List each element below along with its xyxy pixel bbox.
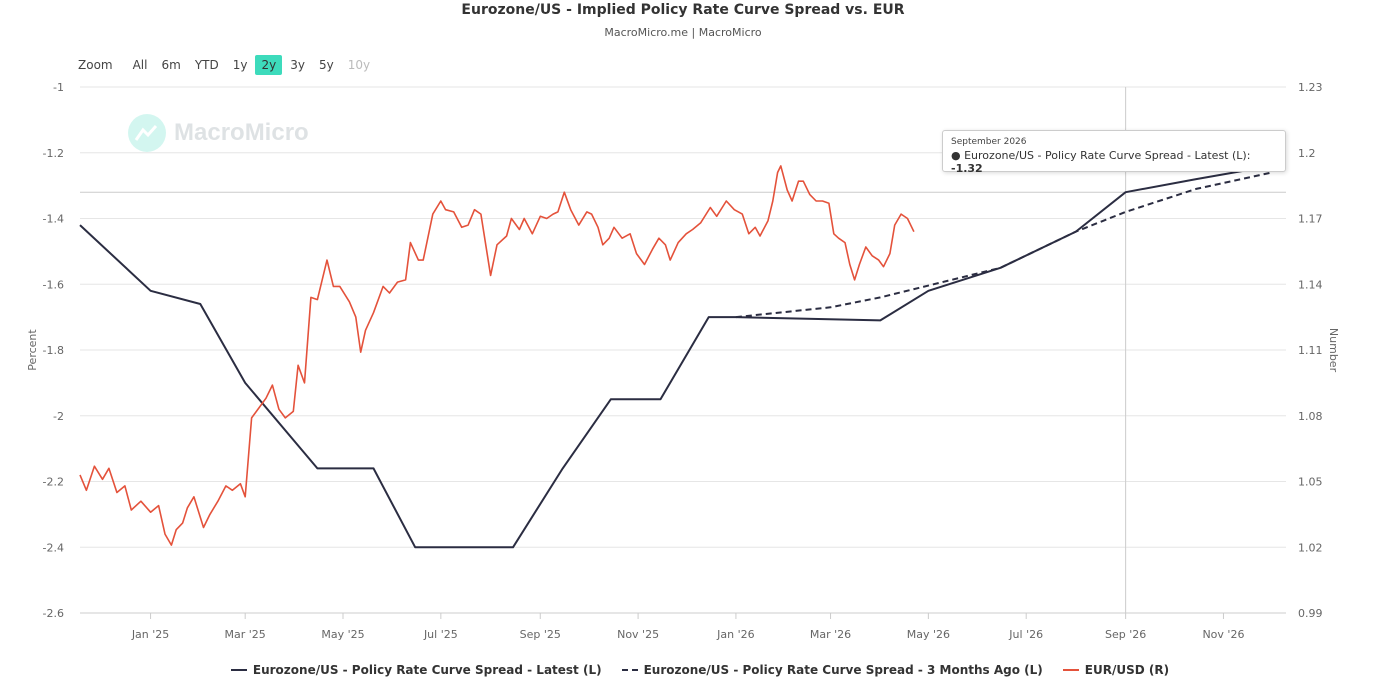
zoom-button-3y[interactable]: 3y — [290, 58, 305, 72]
zoom-label: Zoom — [78, 58, 113, 72]
zoom-button-2y[interactable]: 2y — [255, 55, 283, 75]
watermark-text: MacroMicro — [174, 119, 309, 146]
left-axis-title: Percent — [26, 329, 39, 371]
legend-label: Eurozone/US - Policy Rate Curve Spread -… — [643, 663, 1043, 677]
x-axis-ticks: Jan '25 Mar '25 May '25 Jul '25 Sep '25 Nov '… — [131, 613, 1244, 641]
left-tick-label: -1.6 — [43, 278, 64, 291]
legend-label: Eurozone/US - Policy Rate Curve Spread -… — [252, 663, 602, 677]
left-tick-label: -2.4 — [43, 541, 64, 554]
series-layer — [79, 164, 1272, 549]
tooltip-date: September 2026 — [951, 137, 1027, 147]
zoom-button-1y[interactable]: 1y — [232, 58, 248, 72]
left-tick-label: -1 — [53, 81, 64, 94]
right-tick-label: 1.23 — [1298, 81, 1323, 94]
right-tick-label: 1.14 — [1298, 278, 1323, 291]
tooltip-row: ● Eurozone/US - Policy Rate Curve Spread… — [951, 149, 1277, 175]
x-tick-label: Jan '26 — [716, 628, 754, 641]
chart-title: Eurozone/US - Implied Policy Rate Curve … — [461, 2, 905, 18]
left-tick-label: -1.8 — [43, 344, 64, 357]
x-tick-label: Mar '25 — [225, 628, 266, 641]
tooltip-bullet-icon: ● — [951, 149, 965, 162]
crosshair — [80, 87, 1286, 613]
legend-item-eurusd[interactable]: EUR/USD (R) — [1062, 663, 1170, 677]
tooltip: September 2026 ● Eurozone/US - Policy Ra… — [942, 130, 1286, 175]
legend-item-latest[interactable]: Eurozone/US - Policy Rate Curve Spread -… — [230, 663, 602, 677]
right-tick-label: 1.17 — [1298, 213, 1323, 226]
x-tick-label: Jul '25 — [423, 628, 458, 641]
zoom-button-ytd[interactable]: YTD — [194, 58, 219, 72]
right-tick-label: 0.99 — [1298, 607, 1323, 620]
legend-swatch-dashed-icon — [621, 669, 638, 671]
series-line-3-months-ago[interactable] — [735, 171, 1272, 319]
x-tick-label: Sep '25 — [520, 628, 561, 641]
left-tick-label: -2.2 — [43, 476, 64, 489]
x-tick-label: Sep '26 — [1105, 628, 1146, 641]
x-tick-label: Jul '26 — [1008, 628, 1043, 641]
series-line-eurusd[interactable] — [79, 165, 915, 546]
left-tick-label: -1.4 — [43, 213, 64, 226]
legend: Eurozone/US - Policy Rate Curve Spread -… — [0, 663, 1400, 677]
x-tick-label: May '26 — [907, 628, 950, 641]
right-tick-label: 1.2 — [1298, 147, 1316, 160]
legend-swatch-solid-icon — [230, 669, 247, 671]
zoom-button-10y: 10y — [347, 58, 371, 72]
right-axis-ticks: 1.23 1.2 1.17 1.14 1.11 1.08 1.05 1.02 0.99 — [1298, 81, 1323, 620]
tooltip-value: -1.32 — [951, 162, 983, 175]
legend-label: EUR/USD (R) — [1084, 663, 1170, 677]
chart-area[interactable]: -1-1.2-1.4-1.6-1.8-2-2.2-2.4-2.6 1.231.2… — [0, 0, 1400, 660]
left-tick-label: -1.2 — [43, 147, 64, 160]
watermark: MacroMicro — [128, 114, 309, 152]
left-tick-label: -2 — [53, 410, 64, 423]
x-tick-label: Jan '25 — [131, 628, 169, 641]
right-axis-title: Number — [1327, 328, 1340, 373]
series-line-latest[interactable] — [79, 164, 1272, 549]
right-tick-label: 1.02 — [1298, 541, 1323, 554]
x-tick-label: May '25 — [321, 628, 364, 641]
legend-item-3-months-ago[interactable]: Eurozone/US - Policy Rate Curve Spread -… — [621, 663, 1043, 677]
zoom-bar: Zoom All 6m YTD 1y 2y 3y 5y 10y — [78, 55, 378, 75]
x-tick-label: Nov '25 — [617, 628, 659, 641]
left-axis-ticks: -1 -1.2 -1.4 -1.6 -1.8 -2 -2.2 -2.4 -2.6 — [43, 81, 64, 620]
zoom-button-5y[interactable]: 5y — [318, 58, 334, 72]
zoom-button-all[interactable]: All — [132, 58, 148, 72]
right-tick-label: 1.11 — [1298, 344, 1323, 357]
x-tick-label: Mar '26 — [810, 628, 851, 641]
chart-subtitle: MacroMicro.me | MacroMicro — [604, 26, 762, 39]
left-tick-label: -2.6 — [43, 607, 64, 620]
right-tick-label: 1.08 — [1298, 410, 1323, 423]
legend-swatch-red-icon — [1062, 669, 1079, 671]
x-tick-label: Nov '26 — [1202, 628, 1244, 641]
zoom-button-6m[interactable]: 6m — [161, 58, 181, 72]
tooltip-series: Eurozone/US - Policy Rate Curve Spread -… — [964, 149, 1251, 162]
right-tick-label: 1.05 — [1298, 476, 1323, 489]
macromicro-logo-icon — [128, 114, 166, 152]
